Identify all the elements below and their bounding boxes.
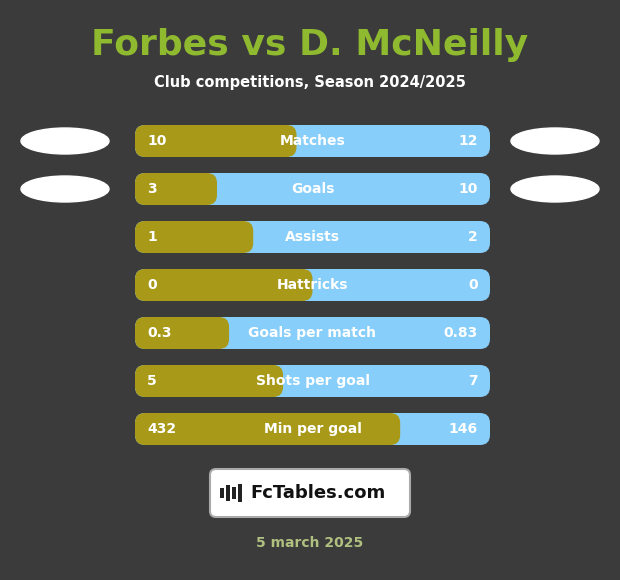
- Text: 432: 432: [147, 422, 176, 436]
- Text: Goals: Goals: [291, 182, 334, 196]
- FancyBboxPatch shape: [135, 413, 400, 445]
- FancyBboxPatch shape: [135, 221, 253, 253]
- FancyBboxPatch shape: [135, 317, 490, 349]
- FancyBboxPatch shape: [135, 125, 296, 157]
- Text: 12: 12: [459, 134, 478, 148]
- Text: 10: 10: [147, 134, 166, 148]
- Text: Club competitions, Season 2024/2025: Club competitions, Season 2024/2025: [154, 75, 466, 90]
- Text: 2: 2: [468, 230, 478, 244]
- FancyBboxPatch shape: [135, 173, 217, 205]
- Text: 146: 146: [449, 422, 478, 436]
- Text: Hattricks: Hattricks: [277, 278, 348, 292]
- Ellipse shape: [511, 176, 599, 202]
- Text: 7: 7: [468, 374, 478, 388]
- FancyBboxPatch shape: [135, 365, 490, 397]
- Text: 5 march 2025: 5 march 2025: [257, 536, 363, 550]
- Text: 5: 5: [147, 374, 157, 388]
- FancyBboxPatch shape: [135, 269, 312, 301]
- Text: FcTables.com: FcTables.com: [250, 484, 386, 502]
- Text: 0.3: 0.3: [147, 326, 172, 340]
- FancyBboxPatch shape: [226, 485, 230, 501]
- Text: 10: 10: [459, 182, 478, 196]
- Text: Shots per goal: Shots per goal: [255, 374, 370, 388]
- FancyBboxPatch shape: [135, 269, 490, 301]
- Text: Goals per match: Goals per match: [249, 326, 376, 340]
- Text: 0: 0: [147, 278, 157, 292]
- Text: Matches: Matches: [280, 134, 345, 148]
- FancyBboxPatch shape: [135, 413, 490, 445]
- Text: Min per goal: Min per goal: [264, 422, 361, 436]
- FancyBboxPatch shape: [232, 487, 236, 499]
- FancyBboxPatch shape: [135, 317, 229, 349]
- FancyBboxPatch shape: [238, 484, 242, 502]
- Ellipse shape: [21, 176, 109, 202]
- FancyBboxPatch shape: [135, 125, 490, 157]
- FancyBboxPatch shape: [210, 469, 410, 517]
- Text: 3: 3: [147, 182, 157, 196]
- Ellipse shape: [21, 128, 109, 154]
- Text: 0: 0: [468, 278, 478, 292]
- FancyBboxPatch shape: [135, 365, 283, 397]
- Text: 0.83: 0.83: [444, 326, 478, 340]
- FancyBboxPatch shape: [135, 221, 490, 253]
- Text: 1: 1: [147, 230, 157, 244]
- FancyBboxPatch shape: [135, 173, 490, 205]
- Text: Forbes vs D. McNeilly: Forbes vs D. McNeilly: [91, 28, 529, 62]
- Ellipse shape: [511, 128, 599, 154]
- Text: Assists: Assists: [285, 230, 340, 244]
- FancyBboxPatch shape: [220, 488, 224, 498]
